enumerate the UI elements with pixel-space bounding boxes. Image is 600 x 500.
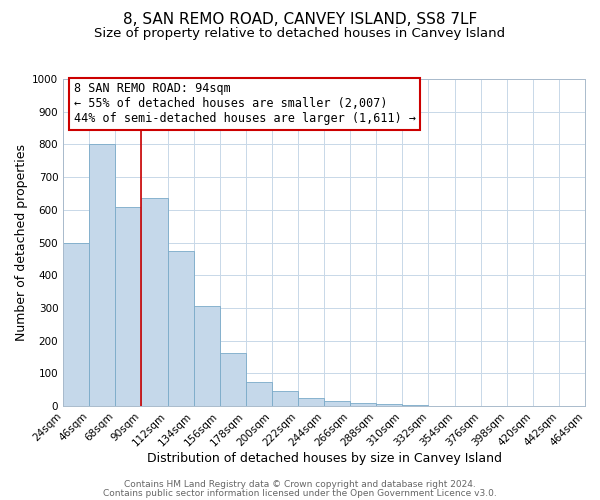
Bar [220, 353, 246, 406]
Bar [350, 404, 376, 406]
Bar [376, 404, 403, 406]
Text: Size of property relative to detached houses in Canvey Island: Size of property relative to detached ho… [94, 28, 506, 40]
Bar [115, 206, 142, 406]
X-axis label: Distribution of detached houses by size in Canvey Island: Distribution of detached houses by size … [146, 452, 502, 465]
Text: 8 SAN REMO ROAD: 94sqm
← 55% of detached houses are smaller (2,007)
44% of semi-: 8 SAN REMO ROAD: 94sqm ← 55% of detached… [74, 82, 416, 126]
Text: 8, SAN REMO ROAD, CANVEY ISLAND, SS8 7LF: 8, SAN REMO ROAD, CANVEY ISLAND, SS8 7LF [123, 12, 477, 28]
Bar [272, 390, 298, 406]
Bar [63, 242, 89, 406]
Text: Contains HM Land Registry data © Crown copyright and database right 2024.: Contains HM Land Registry data © Crown c… [124, 480, 476, 489]
Bar [194, 306, 220, 406]
Bar [298, 398, 324, 406]
Bar [246, 382, 272, 406]
Y-axis label: Number of detached properties: Number of detached properties [15, 144, 28, 341]
Bar [167, 250, 194, 406]
Text: Contains public sector information licensed under the Open Government Licence v3: Contains public sector information licen… [103, 488, 497, 498]
Bar [89, 144, 115, 406]
Bar [142, 198, 167, 406]
Bar [324, 401, 350, 406]
